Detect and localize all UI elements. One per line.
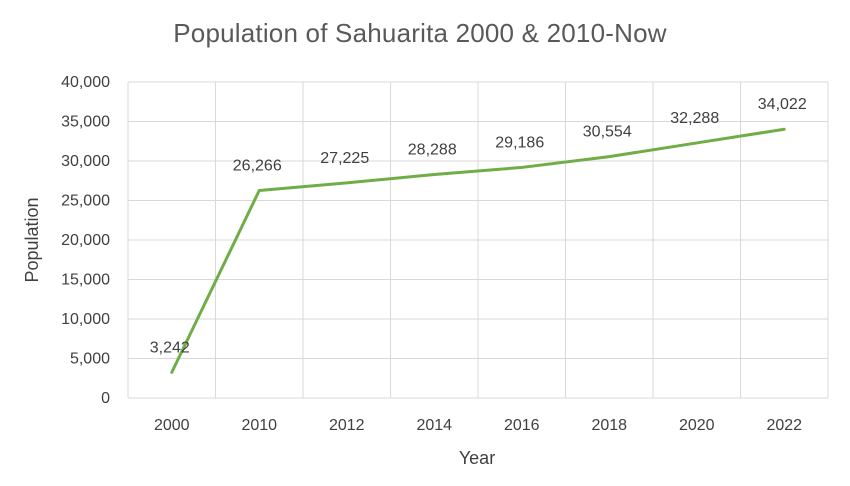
x-tick-label: 2022 bbox=[766, 417, 802, 434]
data-labels: 3,242 26,266 27,225 28,288 29,186 30,554 32,28… bbox=[150, 96, 807, 356]
data-label: 30,554 bbox=[583, 124, 632, 141]
x-tick-label: 2018 bbox=[591, 417, 627, 434]
y-axis-title: Population bbox=[22, 197, 42, 282]
y-tick-label: 10,000 bbox=[61, 311, 110, 328]
x-axis-title: Year bbox=[459, 448, 495, 468]
data-label: 26,266 bbox=[233, 157, 282, 174]
y-tick-label: 40,000 bbox=[61, 74, 110, 91]
data-label: 28,288 bbox=[408, 142, 457, 159]
y-tick-label: 5,000 bbox=[70, 351, 110, 368]
x-tick-label: 2010 bbox=[241, 417, 277, 434]
data-label: 29,186 bbox=[495, 134, 544, 151]
y-tick-label: 25,000 bbox=[61, 193, 110, 210]
y-tick-label: 30,000 bbox=[61, 153, 110, 170]
series-line bbox=[170, 127, 786, 374]
y-tick-label: 35,000 bbox=[61, 114, 110, 131]
data-label: 34,022 bbox=[758, 96, 807, 113]
data-label: 27,225 bbox=[320, 150, 369, 167]
y-axis-tick-labels: 0 5,000 10,000 15,000 20,000 25,000 30,000 35,0… bbox=[61, 74, 110, 407]
y-tick-label: 0 bbox=[101, 390, 110, 407]
x-tick-label: 2014 bbox=[416, 417, 452, 434]
y-tick-label: 20,000 bbox=[61, 232, 110, 249]
chart-title: Population of Sahuarita 2000 & 2010-Now bbox=[173, 18, 667, 48]
x-tick-label: 2012 bbox=[329, 417, 365, 434]
x-axis-tick-labels: 2000 2010 2012 2014 2016 2018 2020 2022 bbox=[154, 417, 802, 434]
data-label: 32,288 bbox=[670, 110, 719, 127]
y-tick-label: 15,000 bbox=[61, 272, 110, 289]
data-label: 3,242 bbox=[150, 339, 190, 356]
x-tick-label: 2000 bbox=[154, 417, 190, 434]
series-layer bbox=[170, 127, 786, 374]
x-tick-label: 2020 bbox=[679, 417, 715, 434]
gridlines bbox=[127, 81, 829, 399]
x-tick-label: 2016 bbox=[504, 417, 540, 434]
